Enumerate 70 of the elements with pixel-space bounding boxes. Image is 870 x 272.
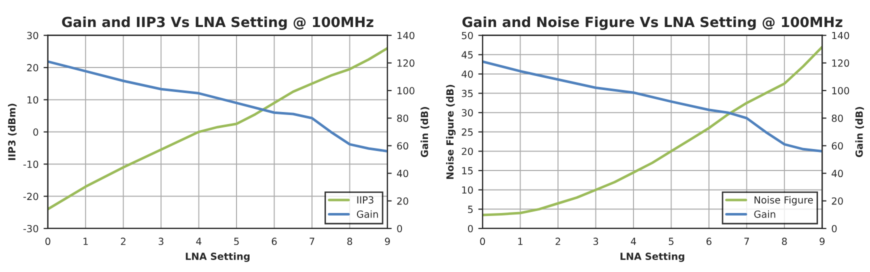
y-tick-label: 5 — [468, 206, 473, 213]
x-tick-label: 9 — [384, 238, 390, 246]
y-tick-label: 10 — [28, 96, 38, 104]
chart-title: Gain and IIP3 Vs LNA Setting @ 100MHz — [62, 16, 374, 30]
legend-label: IIP3 — [357, 196, 374, 204]
x-tick-label: 1 — [518, 238, 522, 245]
y2-tick-label: 140 — [398, 32, 414, 40]
y2-tick-label: 60 — [397, 142, 408, 150]
x-tick-label: 7 — [310, 238, 314, 245]
y-tick-label: 10 — [462, 186, 473, 194]
line-series — [482, 46, 822, 216]
x-tick-label: 4 — [196, 238, 202, 245]
y2-tick-label: 60 — [832, 142, 843, 150]
x-tick-label: 7 — [744, 238, 749, 245]
x-tick-label: 3 — [158, 238, 164, 246]
y-tick-label: 25 — [462, 128, 473, 136]
y2-tick-label: 40 — [832, 170, 843, 178]
y2-tick-label: 80 — [397, 114, 408, 122]
x-axis-title: LNA Setting — [186, 252, 250, 262]
x-tick-label: 1 — [84, 238, 88, 245]
x-tick-label: 5 — [668, 238, 674, 246]
legend-label: Gain — [754, 210, 776, 218]
x-tick-label: 3 — [593, 238, 598, 246]
y2-tick-label: 0 — [397, 224, 402, 232]
y2-tick-label: 140 — [832, 32, 850, 40]
y2-tick-label: 80 — [832, 114, 843, 122]
x-tick-label: 0 — [45, 238, 50, 246]
y-tick-label: 20 — [462, 148, 473, 156]
y-tick-label: 0 — [468, 224, 473, 232]
x-tick-label: 6 — [272, 238, 277, 246]
x-tick-label: 6 — [706, 238, 712, 246]
y-tick-label: -30 — [23, 224, 38, 232]
x-tick-label: 8 — [782, 238, 787, 246]
y2-tick-label: 120 — [832, 59, 850, 67]
y-tick-label: 20 — [27, 64, 38, 72]
y-tick-label: 0 — [33, 128, 38, 136]
x-tick-label: 8 — [347, 238, 352, 246]
y2-tick-label: 40 — [396, 170, 408, 178]
y-tick-label: 35 — [462, 90, 473, 98]
y-tick-label: 50 — [462, 32, 473, 40]
y2-axis-title: Gain (dB) — [855, 107, 864, 158]
y2-tick-label: 0 — [832, 224, 837, 232]
legend-label: Gain — [356, 210, 378, 218]
line-series — [48, 46, 388, 210]
y2-tick-label: 20 — [832, 197, 843, 205]
y-tick-label: -20 — [23, 192, 38, 200]
x-axis-title: LNA Setting — [620, 252, 684, 262]
y-tick-label: -10 — [23, 160, 38, 168]
y-tick-label: 30 — [462, 109, 473, 116]
legend-label: Noise Figure — [754, 196, 813, 206]
chart-title: Gain and Noise Figure Vs LNA Setting @ 100MHz — [462, 16, 842, 30]
x-tick-label: 4 — [630, 238, 636, 245]
y-tick-label: 40 — [462, 70, 473, 78]
y2-tick-label: 100 — [832, 87, 850, 94]
x-tick-label: 0 — [480, 238, 485, 246]
x-tick-label: 2 — [556, 238, 560, 245]
x-tick-label: 2 — [120, 238, 126, 245]
y-tick-label: 45 — [462, 51, 473, 59]
x-tick-label: 5 — [234, 238, 239, 246]
y-tick-label: 15 — [462, 167, 473, 174]
y2-axis-title: Gain (dB) — [420, 107, 430, 158]
y-tick-label: 30 — [27, 32, 38, 40]
y-axis-title: Noise Figure (dB) — [446, 84, 456, 179]
line-series — [482, 60, 822, 152]
y-axis-title: IIP3 (dBm) — [8, 104, 17, 160]
line-series — [48, 60, 388, 152]
y2-tick-label: 20 — [397, 197, 408, 205]
y2-tick-label: 120 — [398, 59, 414, 67]
y2-tick-label: 100 — [398, 87, 414, 94]
x-tick-label: 9 — [820, 238, 825, 246]
